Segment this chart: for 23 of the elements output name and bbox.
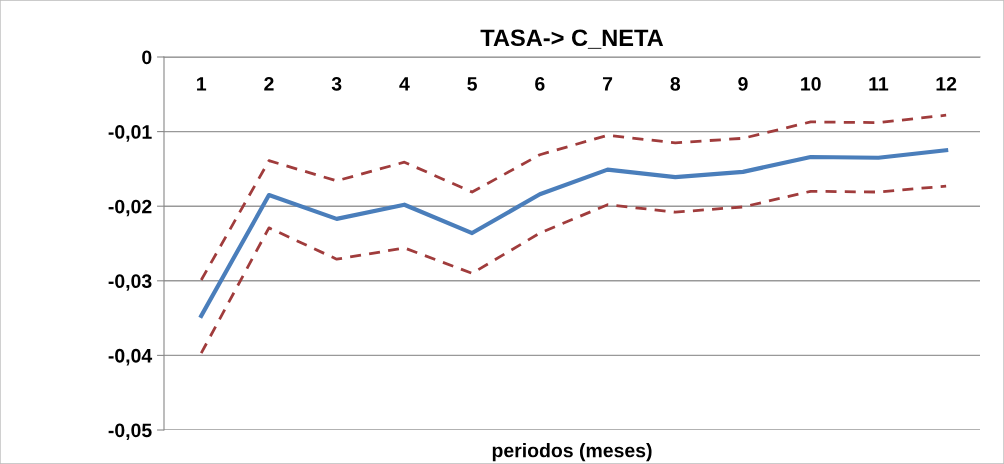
y-tick-label: -0,05 [108,423,152,441]
x-axis-title: periodos (meses) [492,443,652,462]
x-tick-label: 11 [869,77,889,91]
y-tick-label: -0,02 [108,199,152,217]
x-tick-label: 5 [467,77,477,91]
x-tick-label: 6 [535,76,545,91]
x-tick-label: 8 [670,76,681,91]
x-tick-label: 2 [264,76,274,91]
x-tick-label: 1 [197,77,207,91]
line-series [199,113,948,282]
x-tick-label: 9 [738,76,748,91]
x-tick-label: 3 [331,76,342,91]
x-tick-label: 4 [399,77,410,91]
x-tick-label: 7 [602,77,613,91]
x-tick-label: 10 [801,76,821,91]
line-series [199,184,948,355]
y-tick-label: 0 [142,50,152,65]
x-tick-label: 12 [936,76,957,91]
y-tick-label: -0,04 [108,348,153,366]
y-tick-label: -0,03 [108,274,152,291]
chart-title: TASA-> C_NETA [480,29,664,49]
y-tick-label: -0,01 [108,125,152,142]
line-series [199,148,949,318]
